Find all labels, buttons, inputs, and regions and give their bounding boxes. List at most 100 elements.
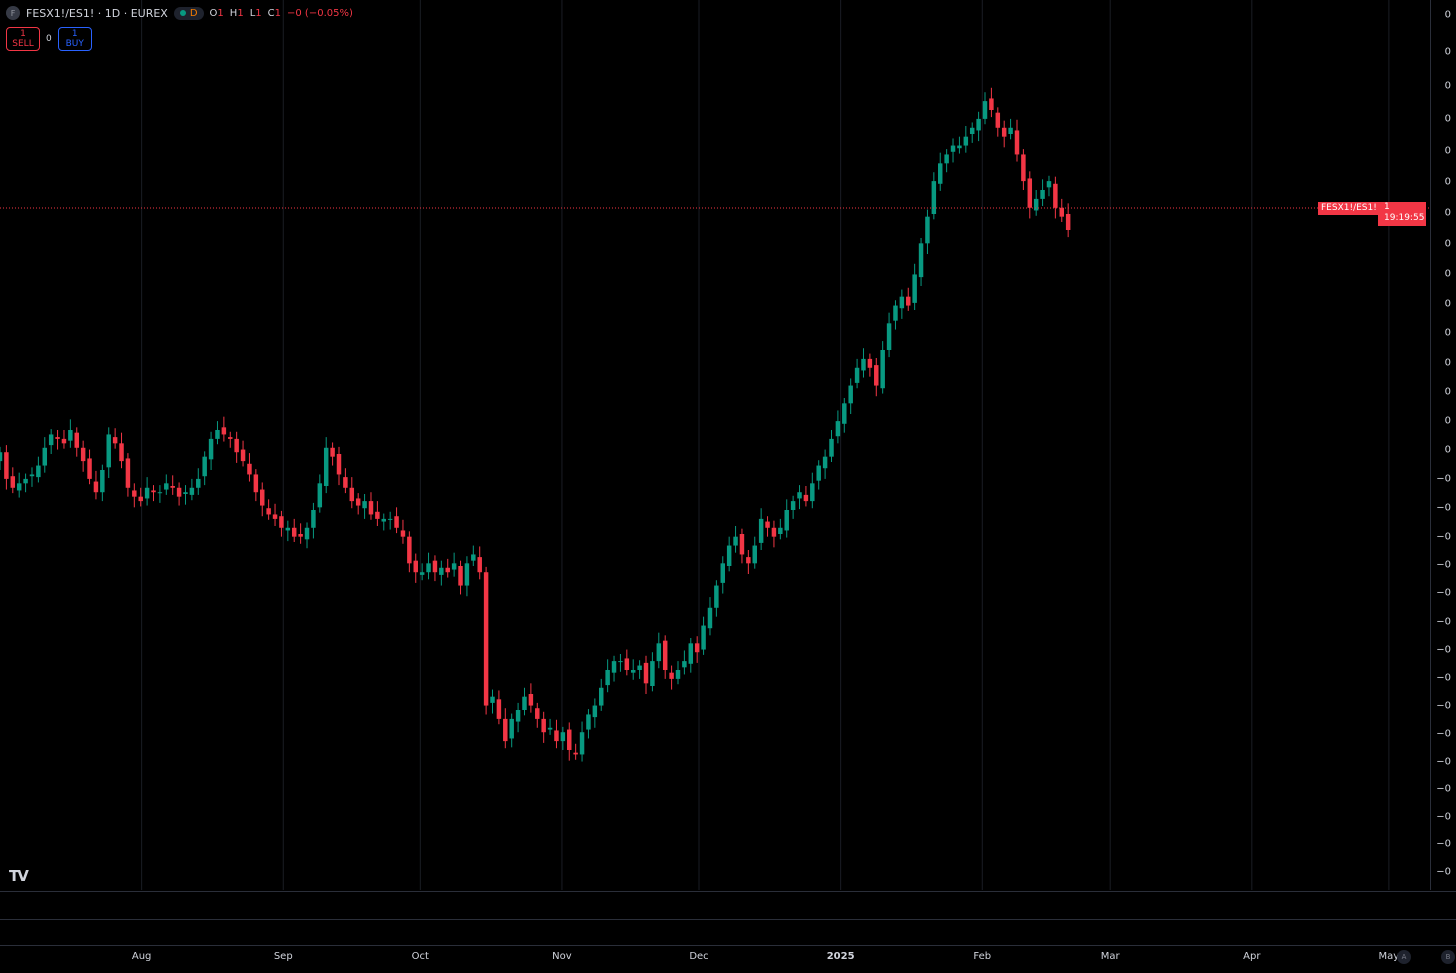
candle: [886, 312, 892, 358]
candle: [848, 378, 853, 414]
candle-body: [106, 434, 111, 468]
symbol-logo-icon[interactable]: F: [6, 6, 20, 20]
candle-body: [144, 487, 150, 499]
candle: [969, 122, 975, 143]
pane-separator[interactable]: [0, 919, 1456, 920]
candle-body: [336, 454, 342, 475]
candle-body: [1008, 127, 1013, 134]
candle: [912, 263, 917, 310]
candle: [330, 442, 335, 466]
candle: [119, 432, 124, 469]
candle-body: [419, 572, 425, 575]
candle: [170, 475, 175, 495]
candle: [471, 545, 476, 566]
tradingview-logo[interactable]: TV: [9, 867, 29, 885]
candle-body: [176, 487, 182, 497]
auto-scale-button[interactable]: A: [1397, 950, 1411, 964]
candle-body: [893, 305, 898, 321]
candle: [439, 560, 444, 586]
candle-body: [618, 661, 623, 663]
price-tick-label: −0: [1436, 783, 1451, 795]
candle-body: [592, 705, 598, 718]
candle-body: [1065, 214, 1071, 230]
settings-button[interactable]: B: [1441, 950, 1455, 964]
candle: [234, 431, 239, 463]
candle: [995, 107, 1001, 137]
candle-body: [509, 718, 514, 739]
candle: [592, 698, 598, 728]
pane-separator[interactable]: [0, 891, 1456, 892]
candle: [419, 563, 425, 581]
candle: [176, 482, 182, 506]
candle-body: [362, 501, 367, 509]
candle-body: [381, 518, 387, 522]
candle-body: [0, 452, 3, 462]
price-axis[interactable]: 0 0 0 0 0 0 0 0 0 0 0 0 0 0 0 −0 −0 −0 −0 −0 −0 −0 −0 −0 −0 −0 −0 −…: [1430, 0, 1456, 890]
price-tick-label: 0: [1444, 176, 1451, 188]
candle: [522, 687, 527, 716]
candle-body: [707, 607, 713, 629]
candle-body: [451, 563, 457, 570]
price-tick-label: 0: [1444, 80, 1451, 92]
candle: [343, 468, 348, 494]
price-tick-label: −0: [1436, 811, 1451, 823]
candle-body: [1021, 154, 1026, 182]
candle-body: [854, 367, 860, 383]
buy-button[interactable]: 1 BUY: [57, 27, 92, 51]
candle-body: [394, 516, 399, 528]
candle: [515, 702, 521, 733]
time-tick-label: Apr: [1243, 951, 1261, 962]
time-tick-label: Oct: [411, 951, 429, 962]
candle-body: [528, 694, 534, 706]
candle: [906, 287, 911, 311]
candle-body: [55, 437, 60, 439]
candle-body: [132, 490, 137, 497]
candle-body: [541, 718, 546, 733]
candle-body: [739, 534, 745, 555]
candle: [880, 341, 885, 394]
candlestick-chart[interactable]: [0, 0, 1430, 890]
symbol-title[interactable]: FESX1!/ES1! · 1D · EUREX: [26, 6, 168, 20]
candle: [835, 410, 841, 444]
candle: [189, 478, 195, 501]
candle-body: [208, 438, 214, 460]
price-tick-label: −0: [1436, 502, 1451, 514]
candle: [375, 501, 380, 526]
candle: [560, 726, 566, 750]
candle-body: [61, 438, 67, 444]
candle: [771, 520, 777, 548]
candle-body: [547, 727, 553, 730]
price-tick-label: 0: [1444, 327, 1451, 339]
candle-body: [445, 567, 450, 573]
chart-pane[interactable]: [0, 0, 1430, 890]
candle: [164, 474, 169, 495]
candle-body: [989, 98, 994, 110]
price-tick-label: −0: [1436, 728, 1451, 740]
candle-body: [240, 449, 246, 462]
candle-body: [912, 274, 917, 303]
candle: [266, 499, 271, 520]
market-status[interactable]: D: [173, 6, 204, 20]
candle-body: [189, 487, 195, 495]
candle-body: [701, 625, 706, 650]
candle: [957, 136, 962, 154]
candle-body: [982, 101, 988, 119]
candle-body: [407, 536, 412, 564]
candle-body: [554, 730, 559, 742]
candle-body: [790, 501, 796, 510]
candle: [874, 358, 879, 397]
candle: [630, 659, 636, 680]
candle: [618, 654, 623, 672]
candle: [752, 536, 757, 569]
candle: [1001, 120, 1007, 148]
candle: [323, 437, 329, 494]
candle: [240, 440, 246, 467]
candle-body: [125, 458, 131, 488]
price-tick-label: −0: [1436, 587, 1451, 599]
candle-body: [937, 163, 943, 184]
candle-body: [68, 430, 73, 441]
candle: [982, 92, 988, 125]
price-tick-label: 0: [1444, 357, 1451, 369]
time-axis[interactable]: Aug Sep Oct Nov Dec 2025 Feb Mar Apr May: [0, 946, 1430, 973]
sell-button[interactable]: 1 SELL: [6, 27, 40, 51]
